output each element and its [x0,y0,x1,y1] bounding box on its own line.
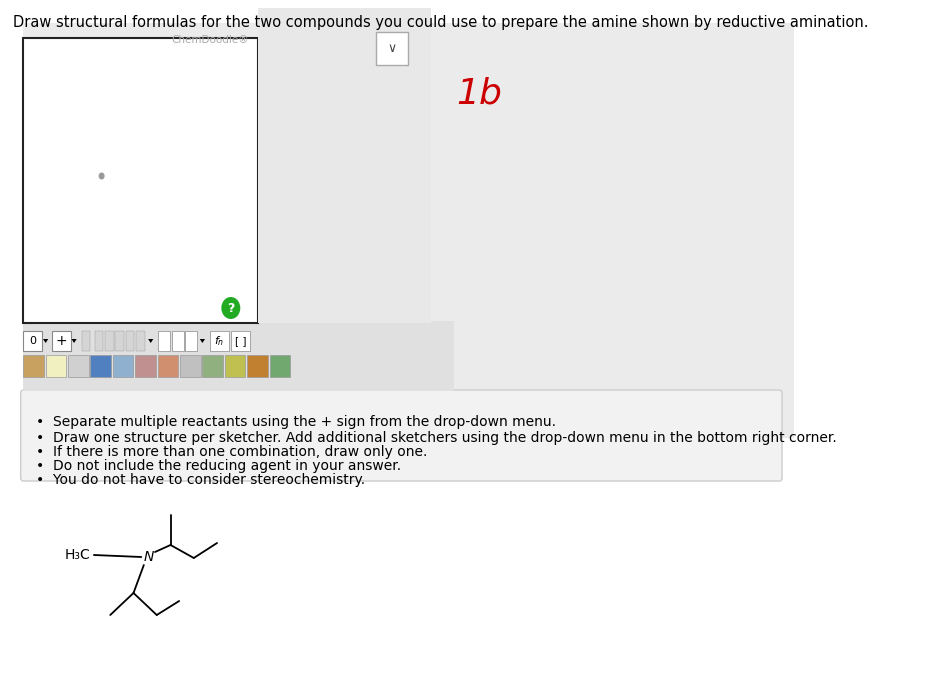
Text: 1b: 1b [456,76,502,110]
Bar [113,355,134,377]
Text: [ ]: [ ] [234,336,246,346]
Text: 0: 0 [29,336,36,346]
Polygon shape [43,339,48,343]
Text: ?: ? [227,302,234,314]
Bar [376,32,408,65]
Bar [258,8,431,38]
Text: •  You do not have to consider stereochemistry.: • You do not have to consider stereochem… [36,473,365,487]
Bar [185,331,197,351]
Text: •  Separate multiple reactants using the + sign from the drop-down menu.: • Separate multiple reactants using the … [36,415,556,429]
Bar [202,355,223,377]
Bar [135,355,156,377]
Text: •  If there is more than one combination, draw only one.: • If there is more than one combination,… [36,445,428,459]
FancyBboxPatch shape [21,390,782,481]
Bar [51,331,70,351]
Bar [116,331,124,351]
Polygon shape [200,339,205,343]
Bar [173,331,184,351]
Bar [68,355,88,377]
Bar [24,23,794,438]
Bar [82,331,90,351]
Bar [225,355,246,377]
Bar [95,331,103,351]
Bar [24,38,258,323]
Polygon shape [71,339,77,343]
Bar [270,355,290,377]
Text: $f_n$: $f_n$ [214,334,225,348]
Text: H₃C: H₃C [65,548,90,562]
Bar [46,355,66,377]
Bar [24,355,44,377]
Text: N: N [144,550,154,564]
Text: •  Draw one structure per sketcher. Add additional sketchers using the drop-down: • Draw one structure per sketcher. Add a… [36,431,837,445]
Bar [90,355,111,377]
Polygon shape [148,339,154,343]
Text: ∨: ∨ [387,42,397,55]
Bar [136,331,144,351]
Bar [24,321,454,391]
Bar [258,38,431,323]
Bar [247,355,268,377]
Text: •  Do not include the reducing agent in your answer.: • Do not include the reducing agent in y… [36,459,401,473]
Text: +: + [55,334,67,348]
Bar [24,331,42,351]
Circle shape [221,297,240,319]
Bar [180,355,200,377]
Text: ChemDoodle®: ChemDoodle® [172,35,249,45]
Bar [231,331,250,351]
Bar [210,331,229,351]
Circle shape [99,172,104,180]
Bar [126,331,135,351]
Bar [158,355,178,377]
Bar [158,331,170,351]
Bar [105,331,114,351]
Text: Draw structural formulas for the two compounds you could use to prepare the amin: Draw structural formulas for the two com… [13,15,868,30]
